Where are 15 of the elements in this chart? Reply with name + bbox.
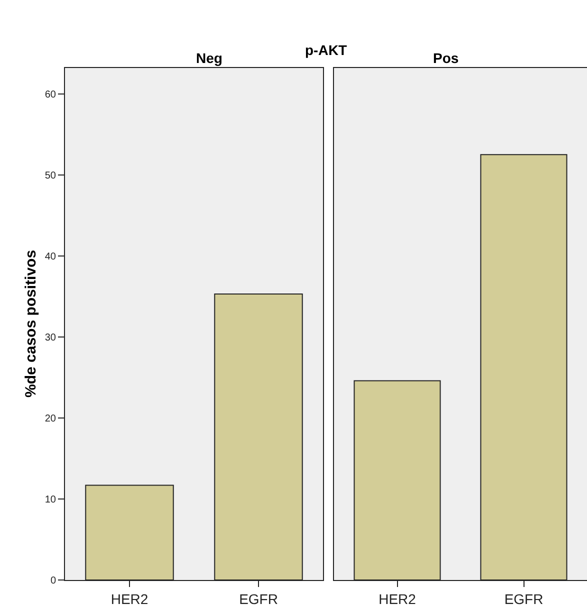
chart-title: Pos (433, 50, 459, 66)
y-tick-label: 50 (44, 170, 56, 182)
chart-title: Neg (196, 50, 222, 66)
x-tick-label: EGFR (504, 590, 544, 607)
y-axis-title: %de casos positivos (22, 250, 40, 398)
y-tick-label: 10 (44, 494, 56, 506)
text: p-AKT (305, 42, 348, 58)
y-tick-label: 0 (50, 576, 56, 586)
y-tick-label: 40 (44, 251, 56, 262)
x-tick-label: HER2 (378, 590, 416, 607)
y-tick-label: 60 (44, 89, 56, 100)
x-tick-label: HER2 (110, 590, 148, 607)
x-tick-label: EGFR (239, 590, 278, 607)
y-tick-label: 20 (44, 413, 56, 424)
y-tick-label: 30 (44, 332, 56, 344)
